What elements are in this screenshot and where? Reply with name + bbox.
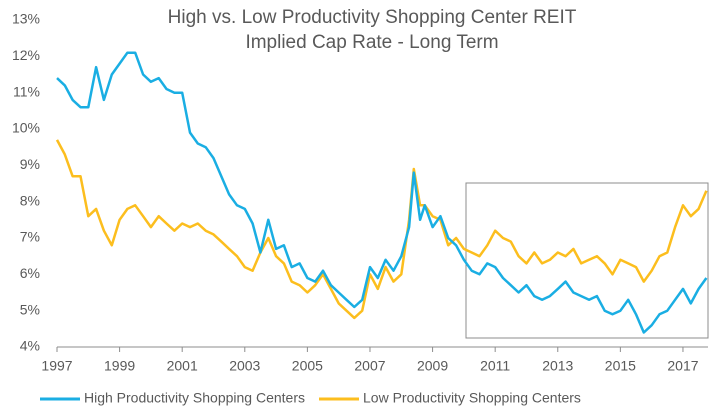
chart-subtitle: Implied Cap Rate - Long Term [245,32,498,53]
y-tick-label: 11% [13,83,40,99]
highlight-box [465,182,709,339]
x-tick-label: 2003 [229,358,260,374]
y-tick-label: 7% [20,229,40,245]
line-series [56,51,708,334]
y-tick-label: 12% [12,47,40,63]
y-tick-label: 4% [20,338,40,354]
x-tick-label: 2015 [605,358,636,374]
y-tick-label: 5% [20,301,40,317]
x-tick-label: 2007 [354,358,385,374]
y-tick-label: 6% [20,265,40,281]
x-tick-label: 2009 [417,358,448,374]
line-series [55,139,708,320]
x-tick-label: 2017 [667,358,698,374]
legend-label: High Productivity Shopping Centers [84,390,305,406]
x-tick-label: 1999 [104,358,135,374]
y-tick-label: 9% [20,156,40,172]
legend-label: Low Productivity Shopping Centers [363,390,581,406]
y-tick-label: 13% [12,11,40,27]
chart-title: High vs. Low Productivity Shopping Cente… [168,7,577,28]
x-tick-label: 2013 [542,358,573,374]
x-tick-label: 2005 [292,358,323,374]
x-tick-label: 2011 [480,358,510,374]
y-tick-label: 8% [20,192,40,208]
x-tick-label: 2001 [167,358,198,374]
y-tick-label: 10% [12,120,40,136]
x-tick-label: 1997 [41,358,72,374]
